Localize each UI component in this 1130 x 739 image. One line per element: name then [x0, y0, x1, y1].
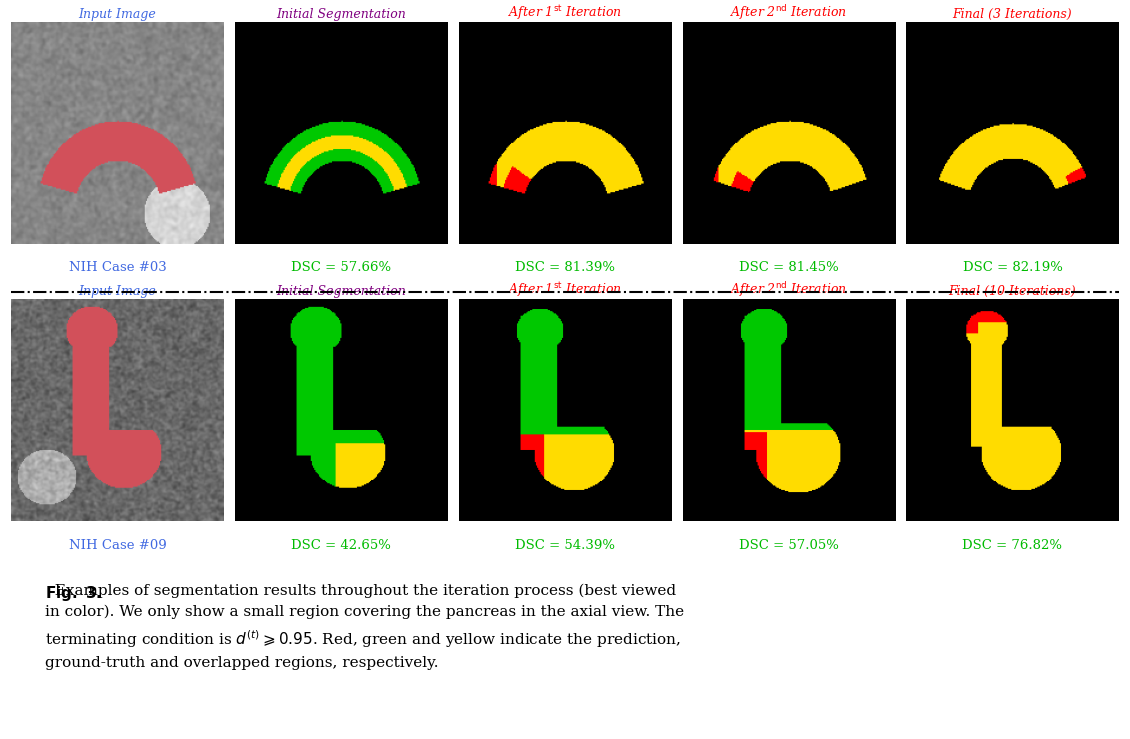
Title: Initial Segmentation: Initial Segmentation	[277, 8, 406, 21]
Title: After 2$^{\rm nd}$ Iteration: After 2$^{\rm nd}$ Iteration	[730, 3, 848, 22]
Title: After 2$^{\rm nd}$ Iteration: After 2$^{\rm nd}$ Iteration	[730, 280, 848, 299]
Text: DSC = 76.82%: DSC = 76.82%	[963, 539, 1062, 551]
Text: NIH Case #09: NIH Case #09	[69, 539, 166, 551]
Text: DSC = 57.66%: DSC = 57.66%	[292, 262, 391, 274]
Text: DSC = 57.05%: DSC = 57.05%	[739, 539, 838, 551]
Text: Examples of segmentation results throughout the iteration process (best viewed
i: Examples of segmentation results through…	[45, 584, 685, 670]
Title: Final (10 Iterations): Final (10 Iterations)	[949, 285, 1076, 298]
Text: DSC = 82.19%: DSC = 82.19%	[963, 262, 1062, 274]
Text: DSC = 81.45%: DSC = 81.45%	[739, 262, 838, 274]
Title: Initial Segmentation: Initial Segmentation	[277, 285, 406, 298]
Title: Input Image: Input Image	[79, 8, 156, 21]
Title: After 1$^{\rm st}$ Iteration: After 1$^{\rm st}$ Iteration	[508, 281, 622, 299]
Title: After 1$^{\rm st}$ Iteration: After 1$^{\rm st}$ Iteration	[508, 4, 622, 22]
Text: DSC = 81.39%: DSC = 81.39%	[515, 262, 615, 274]
Text: $\mathbf{Fig.\ 3.}$: $\mathbf{Fig.\ 3.}$	[45, 584, 102, 603]
Text: DSC = 42.65%: DSC = 42.65%	[292, 539, 391, 551]
Title: Input Image: Input Image	[79, 285, 156, 298]
Title: Final (3 Iterations): Final (3 Iterations)	[953, 8, 1072, 21]
Text: NIH Case #03: NIH Case #03	[69, 262, 166, 274]
Text: DSC = 54.39%: DSC = 54.39%	[515, 539, 615, 551]
